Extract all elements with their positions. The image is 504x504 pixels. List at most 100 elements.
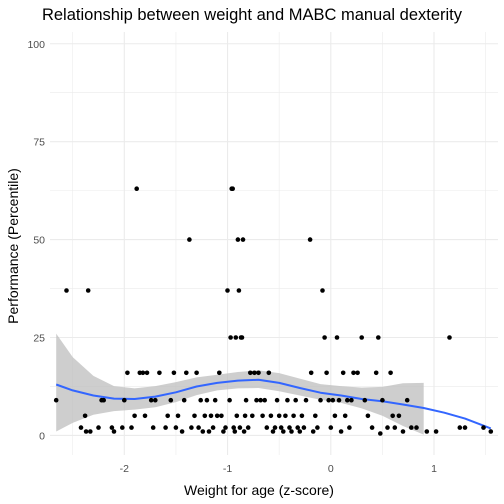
data-point <box>388 370 393 376</box>
data-point <box>242 413 248 419</box>
data-point <box>373 370 379 376</box>
data-point <box>225 288 230 293</box>
data-point <box>184 370 189 376</box>
data-point <box>237 425 243 430</box>
data-point <box>262 397 268 403</box>
data-point <box>85 288 91 293</box>
data-point <box>278 425 284 430</box>
points-layer <box>53 186 494 436</box>
data-point <box>342 413 348 419</box>
data-point <box>264 425 270 430</box>
data-point <box>380 397 385 403</box>
data-point <box>241 429 247 434</box>
data-point <box>129 425 134 430</box>
data-point <box>240 237 246 242</box>
data-point <box>78 425 84 430</box>
x-tick-label: 0 <box>328 463 334 475</box>
confidence-band <box>56 333 424 435</box>
x-tick-labels: -2 -1 0 1 <box>120 463 437 475</box>
data-point <box>53 397 59 403</box>
data-point <box>252 370 257 376</box>
data-point <box>227 397 232 403</box>
data-point <box>347 425 352 430</box>
data-point <box>196 425 201 430</box>
data-point <box>334 335 340 340</box>
data-point <box>414 425 419 430</box>
data-point <box>171 370 177 376</box>
data-point <box>272 425 278 430</box>
data-point <box>256 370 261 376</box>
data-point <box>120 425 125 430</box>
data-point <box>223 425 228 430</box>
data-point <box>173 425 179 430</box>
data-point <box>276 413 282 419</box>
y-tick-label: 50 <box>33 235 45 247</box>
data-point <box>285 397 290 403</box>
data-point <box>318 397 323 403</box>
data-point <box>349 397 354 403</box>
data-point <box>283 413 288 419</box>
data-point <box>239 335 245 340</box>
data-point <box>214 413 220 419</box>
data-point <box>187 237 192 242</box>
data-point <box>287 425 292 430</box>
data-point <box>332 413 338 419</box>
x-axis-title: Weight for age (z-score) <box>184 482 334 498</box>
data-point <box>320 288 325 293</box>
data-point <box>234 413 240 419</box>
data-point <box>301 425 307 430</box>
data-point <box>433 429 439 434</box>
data-point <box>392 425 398 430</box>
data-point <box>179 429 185 434</box>
data-point <box>457 425 463 430</box>
data-point <box>336 397 342 403</box>
data-point <box>134 186 139 191</box>
data-point <box>142 413 148 419</box>
data-point <box>385 425 390 430</box>
confidence-band-layer <box>56 333 424 435</box>
chart-title: Relationship between weight and MABC man… <box>42 6 463 24</box>
x-tick-label: 1 <box>431 463 437 475</box>
data-point <box>122 397 127 403</box>
data-point <box>291 413 296 419</box>
data-point <box>230 186 235 191</box>
data-point <box>212 397 218 403</box>
data-point <box>125 370 130 376</box>
data-point <box>322 335 327 340</box>
data-point <box>313 413 318 419</box>
data-point <box>303 397 309 403</box>
data-point <box>200 429 206 434</box>
y-tick-labels: 0 25 50 75 100 <box>27 39 45 443</box>
data-point <box>462 425 468 430</box>
data-point <box>198 397 203 403</box>
data-point <box>204 397 210 403</box>
data-point <box>111 429 117 434</box>
data-point <box>330 397 336 403</box>
data-point <box>260 413 265 419</box>
data-point <box>424 429 430 434</box>
data-point <box>132 413 137 419</box>
data-point <box>295 425 301 430</box>
data-point <box>345 397 350 403</box>
data-point <box>340 370 346 376</box>
y-tick-label: 25 <box>33 333 45 345</box>
data-point <box>189 425 194 430</box>
data-point <box>396 413 402 419</box>
data-point <box>307 237 313 242</box>
data-point <box>254 397 259 403</box>
data-point <box>192 413 197 419</box>
data-point <box>266 370 272 376</box>
data-point <box>64 288 69 293</box>
data-point <box>194 370 199 376</box>
data-point <box>168 397 174 403</box>
data-point <box>235 237 241 242</box>
y-tick-label: 100 <box>27 39 45 51</box>
data-point <box>297 429 303 434</box>
data-point <box>258 397 263 403</box>
data-point <box>365 413 371 419</box>
data-point <box>245 425 251 430</box>
data-point <box>206 429 212 434</box>
data-point <box>315 425 320 430</box>
